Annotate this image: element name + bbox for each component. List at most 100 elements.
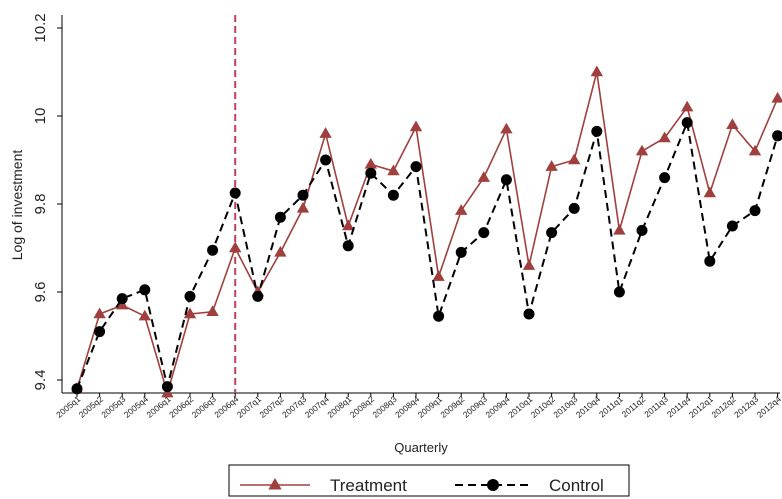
treatment-point [568,153,581,165]
x-tick-label: 2005q2 [77,394,105,420]
x-tick-label: 2011q3 [642,394,670,420]
control-point [568,202,580,214]
treatment-line [76,71,779,397]
treatment-point [319,127,332,138]
x-tick-label: 2012q4 [755,394,782,420]
treatment-point [477,171,490,182]
control-point [94,326,106,338]
y-tick-label: 10 [32,108,49,125]
x-tick-label: 2009q3 [461,394,489,420]
treatment-point [364,157,377,169]
x-tick-label: 2005q4 [122,394,150,420]
treatment-point [296,201,310,213]
control-point [772,130,782,142]
control-point [478,227,490,239]
x-tick-label: 2009q4 [484,394,512,420]
x-tick-label: 2008q4 [393,394,421,420]
treatment-point [703,186,716,198]
control-point [387,189,399,201]
control-point [274,211,286,223]
x-tick-label: 2007q2 [258,394,286,420]
treatment-point [387,164,400,176]
treatment-point [658,131,671,143]
series-layer [70,65,782,398]
control-point [184,290,196,302]
control-point [704,255,716,267]
control-point [546,227,558,239]
x-tick-label: 2010q3 [551,394,579,420]
treatment-point [229,241,242,253]
treatment-point [522,259,536,270]
treatment-point [206,305,219,317]
x-tick-label: 2007q3 [280,394,308,420]
x-tick-label: 2011q1 [597,394,625,420]
treatment-point [500,122,513,134]
x-tick-label: 2006q1 [145,394,173,420]
control-series [71,117,782,395]
control-point [726,220,738,232]
treatment-point [613,223,626,235]
x-tick-label: 2008q3 [371,394,399,420]
control-point [659,172,671,184]
x-tick-label: 2005q3 [99,394,127,420]
control-point [297,189,309,201]
control-line [76,118,779,390]
x-tick-label: 2012q1 [687,394,715,420]
x-tick-label: 2010q4 [574,394,602,420]
control-point [591,125,603,137]
x-tick-label: 2012q3 [732,394,760,420]
x-tick-label: 2006q3 [190,394,218,420]
control-point [320,154,332,166]
axes [57,15,780,397]
treatment-point [545,160,558,171]
treatment-point [748,144,762,156]
x-tick-label: 2011q2 [620,394,648,420]
control-point [523,308,535,320]
x-tick-label: 2006q2 [167,394,195,420]
control-point [252,290,264,302]
x-tick-label: 2012q2 [710,394,738,420]
control-point [161,381,173,393]
control-point [636,224,648,236]
x-tick-label: 2007q4 [303,394,331,420]
control-point [365,167,377,179]
control-point [749,205,761,217]
treatment-point [342,219,355,231]
x-tick-label: 2010q2 [529,394,557,420]
treatment-point [183,307,197,319]
control-point [410,161,422,173]
control-point [613,286,625,298]
treatment-point [635,144,649,156]
legend-box [228,464,630,497]
x-tick-labels: 2005q12005q22005q32005q42006q12006q22006… [54,394,782,420]
control-point [139,284,151,296]
control-point [116,293,128,305]
legend-control-marker [487,479,499,491]
x-tick-label: 2010q1 [506,394,534,420]
x-axis-label: Quarterly [394,440,448,455]
treatment-point [138,309,151,321]
x-tick-label: 2006q4 [212,394,240,420]
control-point [500,174,512,186]
treatment-point [455,204,468,215]
control-point [229,187,241,199]
legend-treatment-label: Treatment [330,476,407,495]
y-tick-labels: 9.4 9.6 9.8 10 10.2 [32,13,49,390]
x-tick-label: 2009q2 [438,394,466,420]
treatment-point [590,65,603,77]
y-tick-label: 9.6 [32,282,49,303]
control-point [455,246,467,258]
x-tick-label: 2009q1 [416,394,444,420]
treatment-point [771,91,782,103]
x-tick-label: 2008q2 [348,394,376,420]
y-axis-label: Log of investment [9,150,25,261]
legend-control-label: Control [549,476,604,495]
treatment-point [432,270,445,281]
treatment-point [681,100,694,112]
control-point [681,117,693,129]
x-tick-label: 2007q1 [235,394,263,420]
treatment-point [274,245,287,257]
treatment-point [726,118,739,130]
control-point [71,383,83,395]
